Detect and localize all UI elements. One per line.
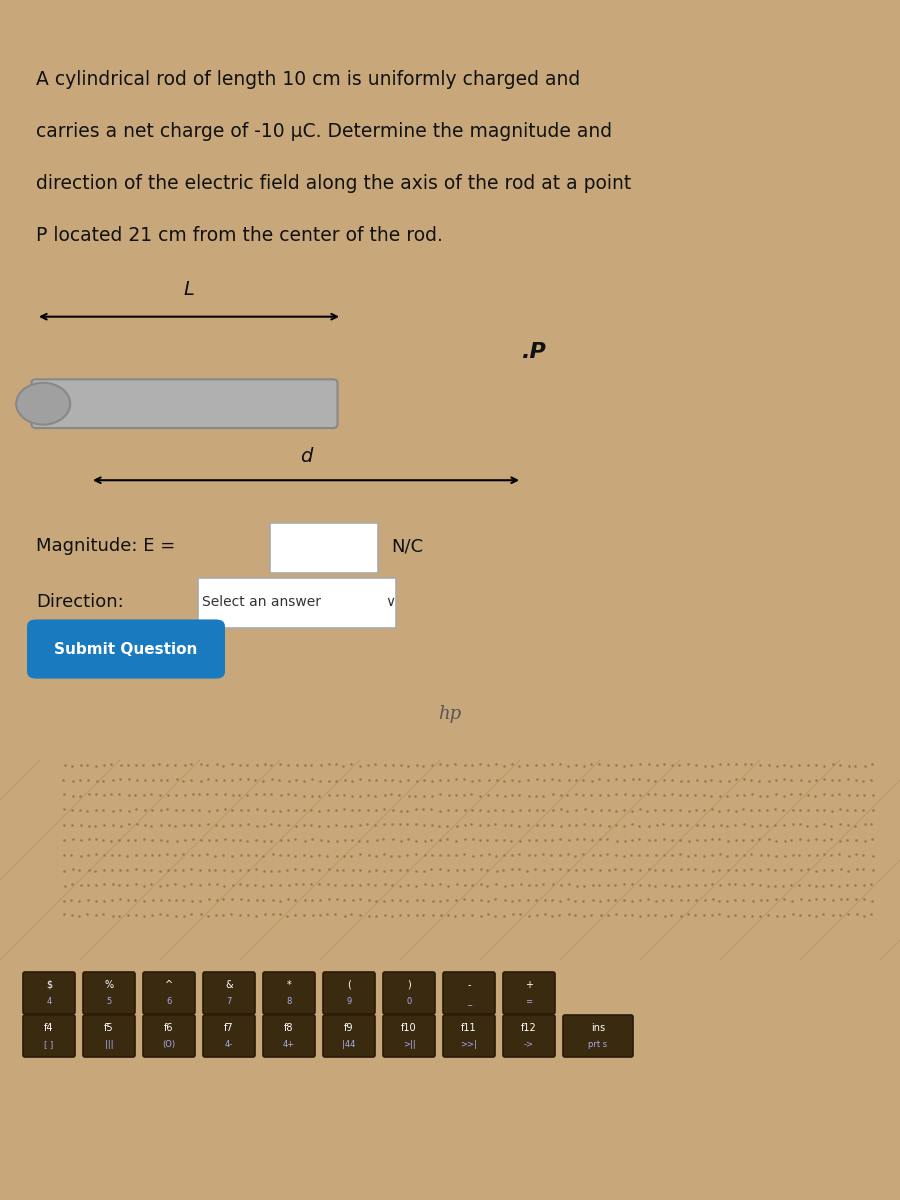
Text: 7: 7 xyxy=(226,997,231,1006)
FancyBboxPatch shape xyxy=(83,972,135,1014)
Text: f12: f12 xyxy=(521,1022,537,1033)
Text: -: - xyxy=(467,979,471,990)
Text: %: % xyxy=(104,979,113,990)
Text: .P: .P xyxy=(522,342,547,362)
FancyBboxPatch shape xyxy=(270,523,378,572)
Text: d: d xyxy=(300,448,312,467)
FancyBboxPatch shape xyxy=(23,1015,75,1057)
Text: prt s: prt s xyxy=(589,1040,608,1049)
FancyBboxPatch shape xyxy=(323,972,375,1014)
Text: Select an answer: Select an answer xyxy=(202,595,321,610)
Text: carries a net charge of -10 μC. Determine the magnitude and: carries a net charge of -10 μC. Determin… xyxy=(36,121,612,140)
Text: +: + xyxy=(525,979,533,990)
Text: *: * xyxy=(286,979,292,990)
Text: Submit Question: Submit Question xyxy=(54,642,198,656)
Text: 4-: 4- xyxy=(225,1040,233,1049)
Text: =: = xyxy=(526,997,533,1006)
Text: f5: f5 xyxy=(104,1022,113,1033)
Text: (O): (O) xyxy=(162,1040,176,1049)
Text: 4: 4 xyxy=(47,997,51,1006)
Text: Direction:: Direction: xyxy=(36,593,124,611)
Text: ins: ins xyxy=(591,1022,605,1033)
Text: ->: -> xyxy=(524,1040,534,1049)
Circle shape xyxy=(16,383,70,425)
FancyBboxPatch shape xyxy=(198,578,396,629)
Text: >>|: >>| xyxy=(461,1040,477,1049)
FancyBboxPatch shape xyxy=(203,1015,255,1057)
Text: P located 21 cm from the center of the rod.: P located 21 cm from the center of the r… xyxy=(36,226,443,245)
Text: f4: f4 xyxy=(44,1022,54,1033)
Text: ): ) xyxy=(407,979,411,990)
FancyBboxPatch shape xyxy=(503,1015,555,1057)
FancyBboxPatch shape xyxy=(143,972,195,1014)
Text: direction of the electric field along the axis of the rod at a point: direction of the electric field along th… xyxy=(36,174,631,193)
Text: f9: f9 xyxy=(344,1022,354,1033)
Text: (: ( xyxy=(347,979,351,990)
FancyBboxPatch shape xyxy=(23,972,75,1014)
Text: |||: ||| xyxy=(104,1040,113,1049)
FancyBboxPatch shape xyxy=(83,1015,135,1057)
FancyBboxPatch shape xyxy=(563,1015,633,1057)
Text: >||: >|| xyxy=(402,1040,416,1049)
Text: &: & xyxy=(225,979,233,990)
FancyBboxPatch shape xyxy=(503,972,555,1014)
Text: $: $ xyxy=(46,979,52,990)
Text: 6: 6 xyxy=(166,997,172,1006)
FancyBboxPatch shape xyxy=(383,1015,435,1057)
Text: _: _ xyxy=(467,997,471,1006)
FancyBboxPatch shape xyxy=(263,972,315,1014)
FancyBboxPatch shape xyxy=(323,1015,375,1057)
Text: hp: hp xyxy=(438,704,462,722)
FancyBboxPatch shape xyxy=(443,1015,495,1057)
FancyBboxPatch shape xyxy=(263,1015,315,1057)
Text: f10: f10 xyxy=(401,1022,417,1033)
Text: f8: f8 xyxy=(284,1022,293,1033)
Text: 8: 8 xyxy=(286,997,292,1006)
Text: 9: 9 xyxy=(346,997,352,1006)
Text: |44: |44 xyxy=(342,1040,356,1049)
Text: [ ]: [ ] xyxy=(44,1040,54,1049)
FancyBboxPatch shape xyxy=(27,619,225,679)
FancyBboxPatch shape xyxy=(143,1015,195,1057)
FancyBboxPatch shape xyxy=(203,972,255,1014)
Text: 4+: 4+ xyxy=(283,1040,295,1049)
FancyBboxPatch shape xyxy=(32,379,338,428)
Text: L: L xyxy=(184,281,194,299)
Text: f11: f11 xyxy=(461,1022,477,1033)
Text: ^: ^ xyxy=(165,979,173,990)
Text: A cylindrical rod of length 10 cm is uniformly charged and: A cylindrical rod of length 10 cm is uni… xyxy=(36,70,580,89)
Text: f6: f6 xyxy=(164,1022,174,1033)
Text: f7: f7 xyxy=(224,1022,234,1033)
Text: ∨: ∨ xyxy=(385,595,395,610)
Text: 5: 5 xyxy=(106,997,112,1006)
Text: N/C: N/C xyxy=(392,538,424,556)
FancyBboxPatch shape xyxy=(383,972,435,1014)
FancyBboxPatch shape xyxy=(443,972,495,1014)
Text: Magnitude: E =: Magnitude: E = xyxy=(36,538,176,556)
Text: 0: 0 xyxy=(407,997,411,1006)
